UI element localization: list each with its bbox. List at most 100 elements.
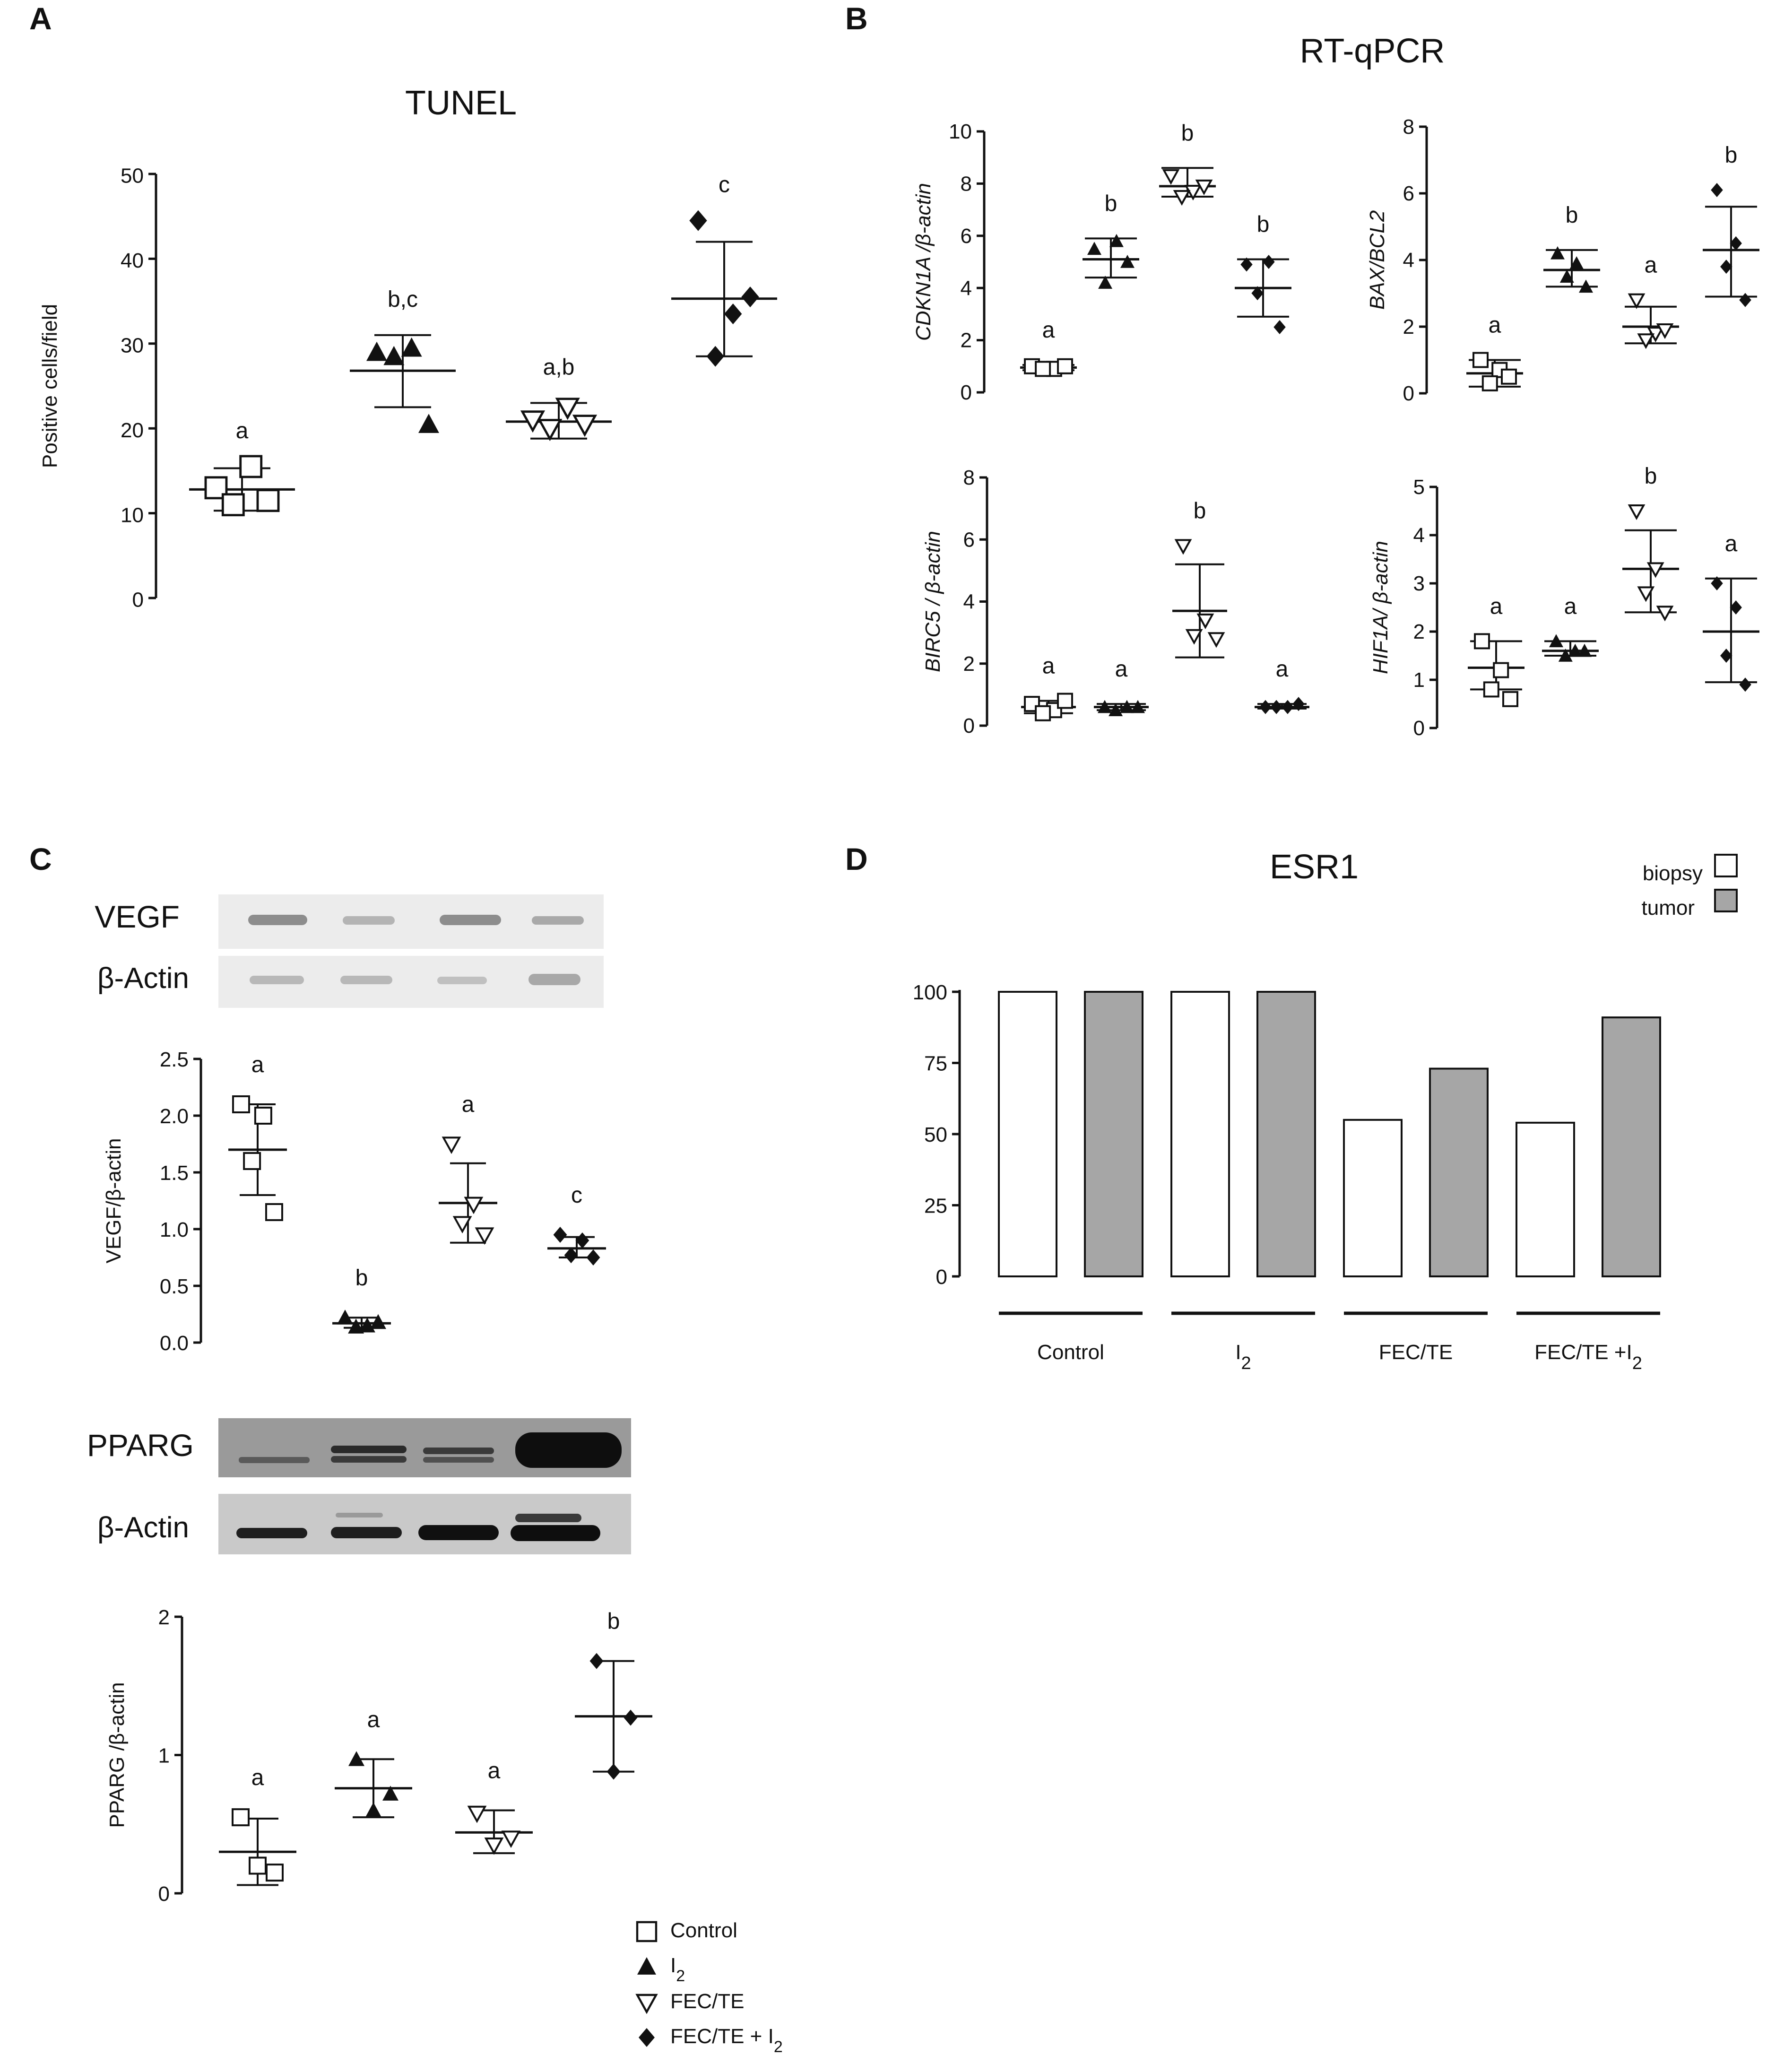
data-point: [418, 414, 439, 433]
data-point: [537, 419, 563, 442]
significance-label: a: [367, 1707, 380, 1732]
data-point: [365, 1802, 381, 1817]
y-tick-label: 0: [963, 714, 975, 737]
group-fec-te: b: [1622, 464, 1679, 622]
group-fec-te-i2: c: [671, 173, 777, 367]
data-point: [256, 489, 280, 512]
data-point: [232, 1808, 250, 1827]
bar-group-fec-te: FEC/TE: [1343, 1067, 1489, 1364]
y-tick-label: 0: [1403, 382, 1414, 405]
data-point: [689, 210, 707, 231]
group-fec-te-i2: b: [1703, 143, 1759, 307]
y-tick-label: 4: [961, 277, 972, 300]
data-point: [1098, 276, 1113, 289]
panel-letter-d: D: [845, 841, 868, 876]
actin-band: [340, 976, 392, 984]
y-tick-label: 4: [1413, 524, 1425, 547]
significance-label: a: [1115, 657, 1128, 682]
data-point: [564, 1247, 578, 1264]
data-point: [1739, 677, 1751, 692]
legend-swatch-tumor: [1714, 889, 1738, 912]
subscript: 2: [1241, 1353, 1251, 1373]
significance-label: b: [1181, 121, 1194, 146]
group-fec-te-i2: a: [1703, 531, 1759, 692]
pparg-actin-label: β-Actin: [97, 1511, 189, 1544]
y-tick-label: 1: [1413, 668, 1425, 692]
significance-label: a: [1042, 654, 1055, 679]
tunel-chart: 0 10 20 30 40 50 Positive cells/field TUNEL a b,c…: [38, 84, 777, 612]
actin-band: [236, 1528, 307, 1538]
bar-biopsy: [1516, 1121, 1575, 1277]
y-tick-label: 2: [963, 652, 975, 676]
data-point: [589, 1653, 604, 1669]
y-tick-label: 30: [121, 334, 144, 357]
data-point: [1263, 255, 1275, 269]
data-point: [1240, 257, 1253, 272]
data-point: [239, 455, 263, 478]
bar-group-i2: I2: [1170, 991, 1316, 1373]
group-fec-te-i2: b: [575, 1609, 652, 1780]
data-point: [382, 1786, 398, 1801]
y-tick-label: 10: [121, 503, 144, 527]
group-fec-te: a: [455, 1759, 533, 1855]
y-tick-label: 2: [158, 1606, 170, 1629]
significance-label: b,c: [388, 287, 418, 312]
legend-item: Control: [636, 1919, 737, 1942]
data-point: [1730, 236, 1742, 251]
data-point: [464, 1196, 484, 1214]
y-tick-label: 2: [1413, 620, 1425, 643]
data-point: [1195, 179, 1213, 196]
birc5-chart: 0 2 4 6 8 BIRC5 / β-actin a a b a: [921, 466, 1309, 737]
data-point: [520, 410, 546, 433]
y-tick-label: 2: [961, 329, 972, 352]
pparg-actin-blot-strip: [218, 1494, 631, 1554]
data-point: [452, 1216, 472, 1234]
data-point: [1549, 634, 1563, 648]
y-tick-label: 100: [913, 981, 947, 1004]
data-point: [1559, 269, 1574, 283]
significance-label: b: [1105, 191, 1117, 216]
data-point: [442, 1136, 461, 1154]
y-tick-label: 3: [1413, 572, 1425, 595]
data-point: [366, 341, 387, 361]
group-control: a: [1020, 318, 1077, 377]
data-point: [232, 1095, 250, 1113]
y-tick-label: 25: [924, 1195, 947, 1218]
y-tick-label: 75: [924, 1052, 947, 1075]
data-point: [1196, 613, 1214, 629]
group-fec-te-i2: c: [547, 1183, 606, 1266]
significance-label: a: [1725, 531, 1738, 556]
data-point: [1628, 504, 1646, 520]
group-fec-te: b: [1159, 121, 1216, 206]
hif1a-chart: 0 1 2 3 4 5 HIF1A/ β-actin a a b a: [1369, 464, 1759, 740]
y-tick-label: 2.0: [160, 1105, 189, 1128]
data-point: [1109, 234, 1124, 247]
vegf-band: [343, 916, 395, 925]
actin-band: [511, 1525, 600, 1541]
bar-tumor: [1256, 991, 1316, 1277]
y-tick-label: 0: [961, 381, 972, 404]
data-point: [249, 1856, 267, 1875]
data-point: [266, 1864, 284, 1882]
data-point: [1282, 700, 1294, 714]
data-point: [467, 1805, 487, 1823]
data-point: [1550, 246, 1565, 260]
data-point: [337, 1309, 353, 1325]
data-point: [1720, 260, 1732, 274]
group-i2: b: [1543, 203, 1600, 293]
x-tick-label: FEC/TE +I2: [1534, 1341, 1642, 1373]
panel-letter-b: B: [845, 1, 868, 36]
data-point: [555, 398, 580, 420]
data-point: [1035, 705, 1051, 721]
legend-label-tumor: tumor: [1642, 896, 1695, 919]
y-tick-label: 0: [936, 1266, 947, 1289]
data-point: [1174, 539, 1192, 555]
data-point: [1131, 700, 1145, 713]
significance-label: a,b: [543, 355, 575, 380]
data-point: [1711, 182, 1723, 197]
group-fec-te-i2: b: [1235, 212, 1291, 334]
data-point: [1270, 700, 1282, 714]
data-point: [1656, 606, 1674, 622]
data-point: [1481, 375, 1498, 391]
significance-label: a: [488, 1759, 501, 1784]
